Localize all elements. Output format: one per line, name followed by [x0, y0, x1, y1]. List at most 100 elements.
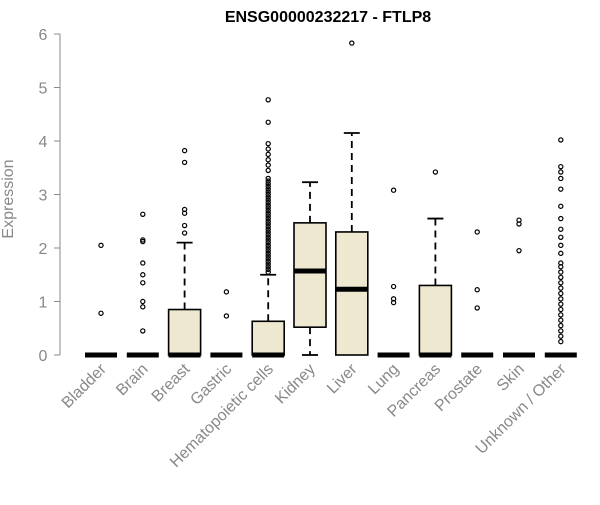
outlier-point	[265, 140, 271, 147]
outlier-point	[265, 221, 271, 227]
outlier-point	[181, 147, 188, 154]
outlier-point	[265, 269, 271, 275]
outlier-point	[265, 215, 271, 222]
outlier-point	[265, 247, 271, 254]
axes-group: 0 1 2 3 4 5 6	[39, 27, 61, 365]
y-axis-label: Expression	[0, 159, 17, 238]
outlier-point	[558, 203, 564, 209]
outlier-point	[558, 137, 564, 143]
outlier-point	[265, 194, 271, 200]
box-bladder	[85, 242, 117, 358]
outlier-point	[558, 290, 564, 297]
x-tick-label: Skin	[494, 361, 528, 395]
outlier-point	[98, 310, 104, 316]
outlier-point	[558, 215, 564, 222]
outlier-point	[516, 247, 522, 254]
outlier-point	[558, 328, 564, 334]
outlier-point	[265, 213, 271, 219]
outlier-point	[265, 256, 271, 262]
outlier-point	[474, 229, 480, 235]
outlier-point	[265, 183, 271, 190]
outlier-point	[558, 322, 564, 329]
outlier-point	[265, 162, 271, 168]
outlier-point	[558, 163, 564, 170]
outlier-point	[558, 226, 564, 232]
outlier-point	[140, 260, 146, 266]
y-tick-label: 0	[39, 348, 48, 365]
outlier-point	[265, 189, 271, 195]
outlier-point	[558, 186, 564, 192]
outlier-point	[181, 230, 188, 236]
outlier-point	[181, 206, 188, 213]
x-tick-label: Lung	[365, 361, 402, 398]
outlier-point	[265, 245, 271, 251]
outlier-point	[265, 250, 271, 257]
box-lung	[377, 187, 410, 358]
outlier-point	[265, 207, 271, 214]
x-tick-label: Bladder	[59, 360, 110, 411]
outlier-point	[558, 301, 564, 307]
box-kidney	[293, 181, 327, 356]
outlier-point	[223, 289, 230, 295]
box-skin	[503, 217, 535, 358]
outlier-point	[265, 266, 271, 273]
box-pancreas	[418, 169, 453, 358]
x-tick-label: Liver	[324, 360, 361, 397]
outlier-point	[140, 304, 146, 310]
outlier-point	[265, 186, 271, 192]
outlier-point	[516, 217, 522, 223]
outlier-point	[432, 169, 439, 175]
outlier-point	[265, 234, 271, 240]
outlier-point	[558, 333, 564, 339]
outlier-point	[265, 210, 271, 216]
x-tick-label: Kidney	[272, 361, 319, 408]
outlier-point	[558, 285, 564, 291]
outlier-point	[558, 250, 564, 257]
outlier-point	[265, 205, 271, 211]
outlier-point	[558, 175, 564, 182]
outlier-point	[265, 167, 271, 174]
outlier-point	[140, 280, 146, 286]
outlier-point	[265, 157, 271, 163]
outlier-point	[390, 283, 397, 290]
iqr-box	[334, 231, 369, 356]
y-tick-label: 6	[39, 27, 48, 44]
outlier-point	[140, 272, 146, 278]
outlier-point	[265, 218, 271, 224]
outlier-point	[223, 313, 230, 319]
outlier-point	[265, 175, 271, 182]
outlier-point	[558, 169, 564, 175]
outlier-point	[140, 328, 146, 334]
box-gastric	[210, 289, 243, 358]
outlier-point	[265, 197, 271, 203]
outlier-point	[265, 258, 271, 265]
outlier-point	[265, 242, 271, 249]
iqr-box	[251, 320, 285, 356]
outlier-point	[265, 191, 271, 198]
y-tick-label: 3	[39, 188, 48, 205]
outlier-point	[558, 338, 564, 345]
outlier-point	[558, 274, 564, 281]
chart-title: ENSG00000232217 - FTLP8	[225, 9, 431, 26]
outlier-point	[265, 229, 271, 235]
outlier-point	[98, 242, 104, 249]
outlier-point	[265, 226, 271, 232]
outlier-point	[140, 211, 146, 217]
outlier-point	[265, 261, 271, 267]
outlier-point	[265, 223, 271, 230]
outlier-point	[181, 159, 188, 166]
iqr-box	[167, 308, 202, 356]
box-unknown-other	[544, 137, 577, 358]
outlier-point	[265, 264, 271, 270]
outlier-point	[558, 234, 564, 240]
outlier-point	[265, 237, 271, 243]
x-tick-label: Brain	[113, 361, 151, 399]
outlier-point	[558, 296, 564, 302]
outlier-point	[181, 222, 188, 229]
outlier-point	[140, 298, 146, 305]
y-tick-label: 2	[39, 241, 48, 258]
box-brain	[126, 211, 159, 358]
